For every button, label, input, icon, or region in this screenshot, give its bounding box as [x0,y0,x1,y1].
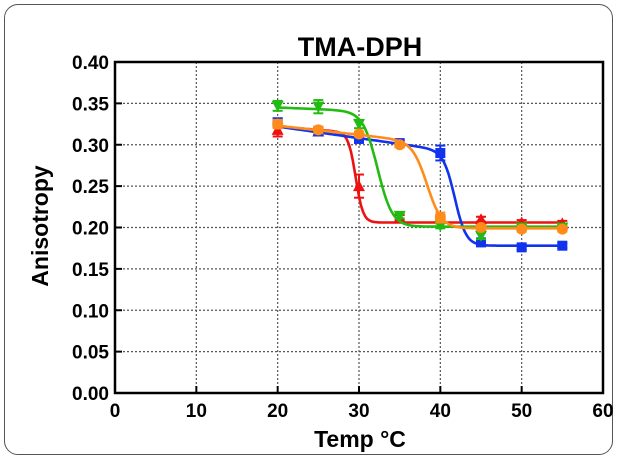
fit-curve [277,106,563,228]
data-point [394,139,406,151]
fit-curve [277,124,563,230]
data-point [475,222,487,233]
data-point [353,180,365,192]
data-point [475,213,487,225]
data-point [272,118,284,130]
data-point [434,220,447,232]
y-axis-label: Anisotropy [27,165,53,287]
x-tick-label: 60 [592,401,613,422]
x-tick-label: 10 [186,401,207,422]
y-tick-label: 0.20 [72,219,109,240]
data-point [516,223,528,235]
x-tick-label: 30 [348,401,369,422]
data-point [516,242,527,253]
data-point [312,124,324,136]
data-point [475,230,487,242]
axes: 0 10 20 30 40 50 60 0.00 0.05 0.10 0.15 0.20 0.25 0.3… [72,53,614,422]
y-tick-label: 0.10 [72,301,109,322]
y-tick-label: 0.05 [72,343,109,364]
x-tick-label: 20 [267,401,288,422]
x-tick-label: 50 [511,401,532,422]
series-layer [271,99,569,253]
y-tick-label: 0.25 [72,177,109,198]
x-axis-label: Temp °C [314,426,406,452]
fit-curve [277,125,563,224]
data-point [434,212,446,224]
y-tick-label: 0.35 [72,94,109,115]
data-point [476,237,486,248]
data-point [312,101,325,113]
data-point [393,210,406,222]
data-series [272,118,568,235]
data-point [353,119,365,131]
chart-title: TMA-DPH [298,32,422,62]
x-tick-label: 40 [430,401,451,422]
y-tick-label: 0.40 [72,53,109,74]
plot-border [113,60,605,395]
data-point [557,240,568,251]
data-series [271,122,569,229]
y-tick-label: 0.00 [72,384,109,405]
x-tick-label: 0 [110,401,121,422]
data-point [435,148,446,159]
data-point [271,100,284,112]
y-tick-label: 0.30 [72,136,109,157]
y-tick-label: 0.15 [72,260,109,281]
data-point [556,223,568,235]
data-point [353,128,365,140]
fit-curve [277,125,563,247]
